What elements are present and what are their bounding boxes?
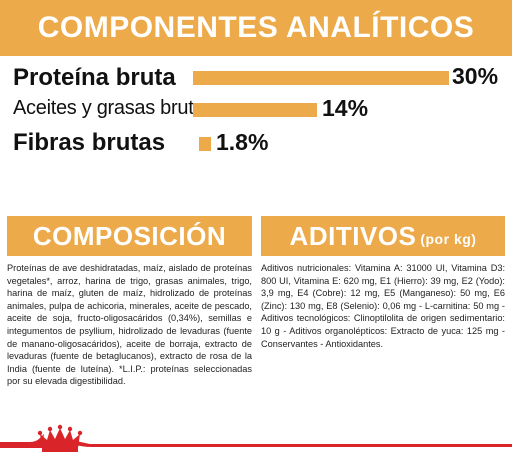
analytic-bar xyxy=(193,103,317,117)
composition-banner: COMPOSICIÓN xyxy=(7,216,252,256)
analytic-row-label: Fibras brutas xyxy=(13,129,166,156)
composition-text: Proteínas de ave deshidratadas, maíz, ai… xyxy=(7,263,252,387)
analytic-percent: 1.8% xyxy=(216,129,269,155)
analytic-components-banner: COMPONENTES ANALÍTICOS xyxy=(0,0,512,56)
additives-text: Aditivos nutricionales: Vitamina A: 3100… xyxy=(261,263,505,349)
analytic-row-label: Proteína bruta xyxy=(13,64,176,91)
additives-banner: ADITIVOS (por kg) xyxy=(261,216,505,256)
additives-title: ADITIVOS xyxy=(289,220,417,251)
analytic-row-fiber: Fibras brutas 1.8% xyxy=(0,127,512,157)
analytic-bar xyxy=(199,137,211,151)
composition-title: COMPOSICIÓN xyxy=(32,220,227,251)
analytic-percent: 30% xyxy=(452,63,499,89)
additives-title-unit: (por kg) xyxy=(420,231,477,247)
royal-canin-crown-logo-icon xyxy=(37,424,83,452)
analytic-row-protein: Proteína bruta 30% xyxy=(0,62,512,92)
analytic-percent: 14% xyxy=(322,95,369,121)
analytic-row-label: Aceites y grasas brutos xyxy=(13,97,214,119)
analytic-components-title: COMPONENTES ANALÍTICOS xyxy=(37,11,475,44)
analytic-row-fats: Aceites y grasas brutos 14% xyxy=(0,94,512,124)
footer-brand-ribbon xyxy=(0,424,512,452)
analytic-bar xyxy=(193,71,449,85)
